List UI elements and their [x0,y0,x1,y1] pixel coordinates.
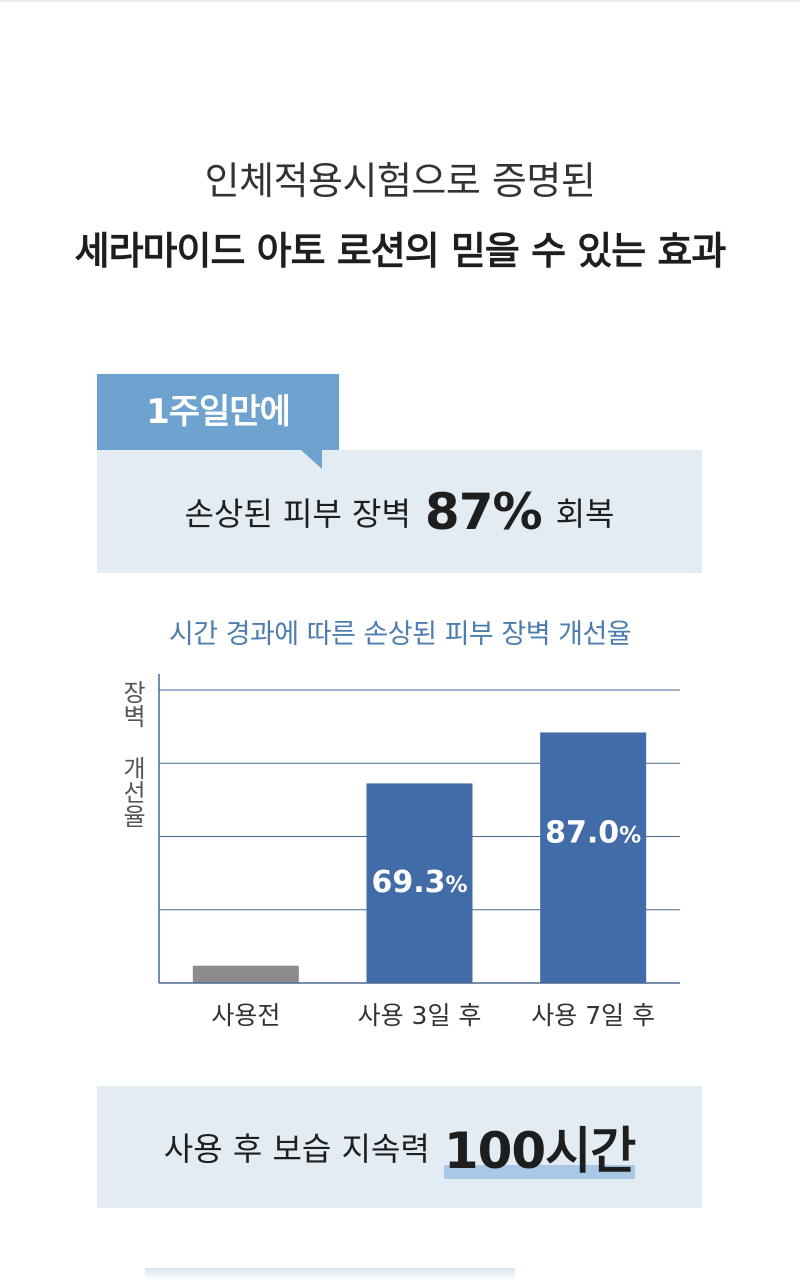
bar [540,732,647,983]
x-tick-label: 사용 7일 후 [531,1001,655,1030]
bar-chart: 사용전 69.3% 사용 3일 후 87.0% 사용 7일 후 [158,674,680,1030]
moisture-claim-value-text: 100시간 [443,1122,636,1180]
chart-y-axis-label: 장벽 개선율 [118,680,146,828]
headline-title: 세라마이드 아토 로션의 믿을 수 있는 효과 [74,229,727,273]
top-divider [0,0,800,2]
next-section-hint [145,1268,515,1280]
claim-value: 87% [424,482,543,541]
bar [192,965,299,983]
tab-pointer [300,449,322,469]
moisture-claim-prefix: 사용 후 보습 지속력 [163,1130,430,1168]
claim-panel [97,450,702,573]
claim-text: 손상된 피부 장벽 87% 회복 [97,450,702,573]
period-tab: 1주일만에 [97,374,339,450]
claim-prefix: 손상된 피부 장벽 [184,494,411,533]
chart-title: 시간 경과에 따른 손상된 피부 장벽 개선율 [168,619,632,650]
x-tick-label: 사용전 [211,1001,280,1030]
bar-value-label: 87.0% [545,815,641,850]
period-tab-label: 1주일만에 [146,392,291,432]
x-tick-label: 사용 3일 후 [358,1001,482,1030]
moisture-claim-value: 100시간 [443,1111,636,1183]
bar-value-label: 69.3% [371,865,467,900]
headline-subtitle: 인체적용시험으로 증명된 [204,159,596,203]
value-highlight [443,1165,636,1179]
claim-suffix: 회복 [555,494,615,533]
moisture-claim-panel: 사용 후 보습 지속력 100시간 [97,1086,702,1208]
bar [366,783,473,983]
